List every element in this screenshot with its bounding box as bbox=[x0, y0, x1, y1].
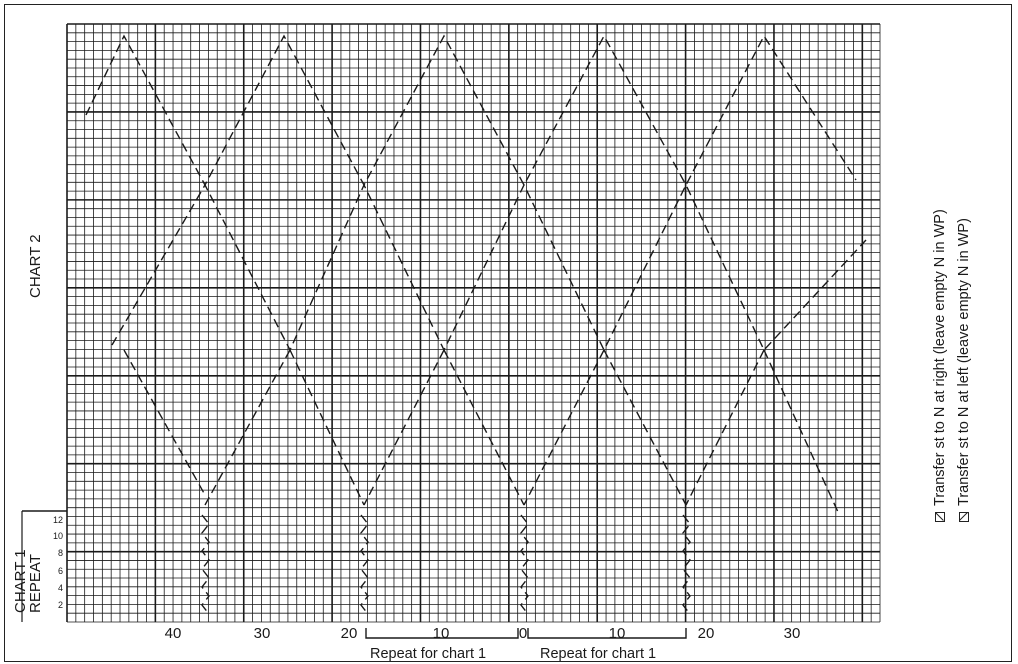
transfer-right-icon bbox=[935, 512, 946, 522]
row-number: 8 bbox=[57, 548, 63, 558]
stitch-transfer-line bbox=[443, 349, 525, 506]
stitch-transfer-line bbox=[763, 349, 839, 513]
chart-2-title: CHART 2 bbox=[27, 234, 44, 298]
stitch-number: 40 bbox=[164, 625, 182, 642]
chart-1-label-line1: CHART 1 bbox=[12, 549, 29, 613]
row-number: 6 bbox=[57, 566, 63, 576]
repeat-label-left: Repeat for chart 1 bbox=[370, 646, 487, 662]
stitch-number: 20 bbox=[697, 625, 715, 642]
stitch-number: 20 bbox=[340, 625, 358, 642]
stitch-transfer-line bbox=[603, 349, 687, 506]
stitch-transfer-line bbox=[363, 349, 445, 506]
stitch-number: 30 bbox=[783, 625, 801, 642]
repeat-bracket-right bbox=[527, 628, 687, 639]
row-number: 10 bbox=[52, 531, 63, 541]
stitch-number: 0 bbox=[518, 625, 528, 642]
chart-frame bbox=[4, 4, 1012, 662]
stitch-number: 10 bbox=[608, 625, 626, 642]
transfer-left-icon bbox=[959, 512, 970, 522]
stitch-transfer-line bbox=[523, 349, 605, 506]
stitch-transfer-line bbox=[204, 349, 291, 506]
stitch-transfer-line bbox=[111, 183, 867, 352]
legend-text-right: Transfer st to N at right (leave empty N… bbox=[932, 209, 948, 506]
stitch-number: 10 bbox=[432, 625, 450, 642]
stitch-transfer-line bbox=[685, 349, 765, 506]
stitch-transfer-line bbox=[520, 514, 529, 615]
legend-item-right: Transfer st to N at right (leave empty N… bbox=[932, 209, 948, 522]
repeat-bracket-left bbox=[365, 628, 519, 639]
legend-item-left: Transfer st to N at left (leave empty N … bbox=[956, 218, 972, 522]
stitch-transfer-line bbox=[360, 514, 369, 615]
legend-text-left: Transfer st to N at left (leave empty N … bbox=[956, 218, 972, 506]
row-number: 4 bbox=[57, 583, 63, 593]
stitch-transfer-line bbox=[289, 349, 365, 506]
stitch-transfer-line bbox=[682, 514, 691, 615]
chart-1-label: CHART 1 REPEAT bbox=[12, 549, 44, 613]
row-number: 2 bbox=[57, 600, 63, 610]
stitch-transfer-line bbox=[201, 514, 210, 615]
chart-1-label-line2: REPEAT bbox=[27, 554, 44, 613]
repeat-label-right: Repeat for chart 1 bbox=[540, 646, 657, 662]
stitch-transfer-line bbox=[85, 34, 857, 187]
stitch-number: 30 bbox=[253, 625, 271, 642]
row-number: 12 bbox=[52, 515, 63, 525]
